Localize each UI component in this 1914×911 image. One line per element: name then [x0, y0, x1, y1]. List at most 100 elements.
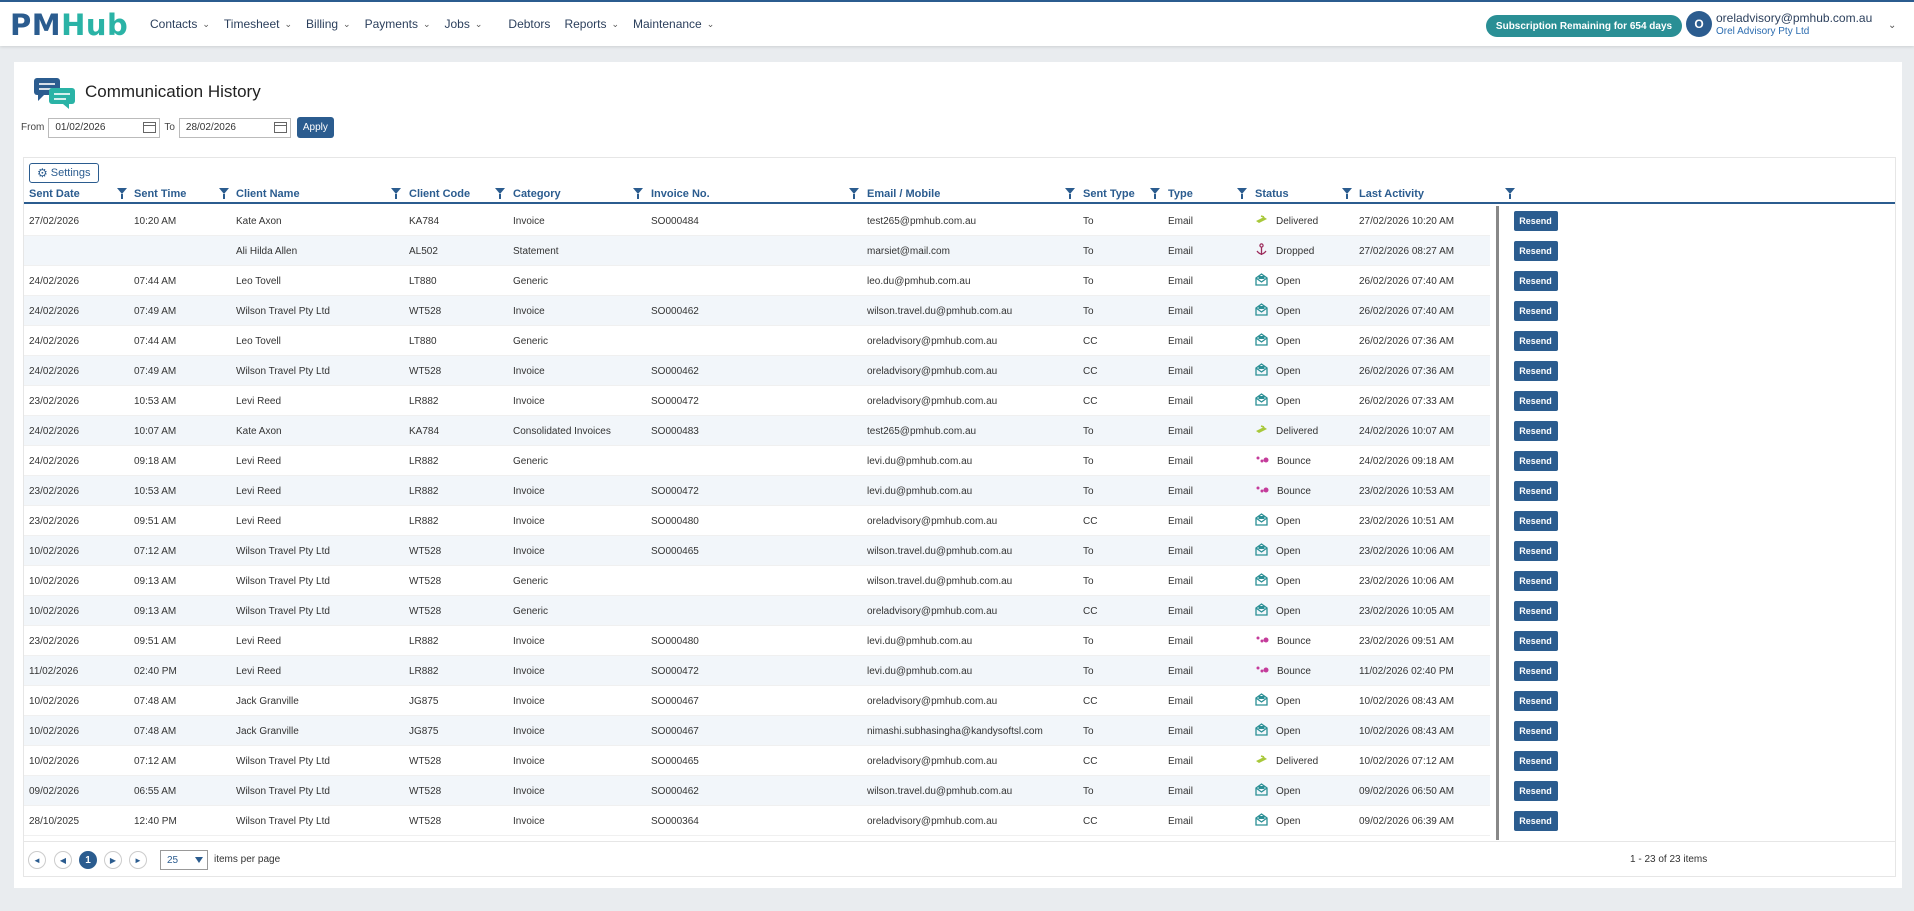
- nav-maintenance[interactable]: Maintenance ⌄: [633, 17, 714, 31]
- nav-reports[interactable]: Reports ⌄: [564, 17, 619, 31]
- filter-icon[interactable]: [495, 188, 505, 199]
- table-row[interactable]: 10/02/2026 07:12 AM Wilson Travel Pty Ltd W…: [24, 746, 1490, 776]
- table-row[interactable]: 24/02/2026 07:44 AM Leo Tovell LT880 Generic…: [24, 266, 1490, 296]
- resend-button[interactable]: Resend: [1513, 211, 1558, 231]
- first-page-icon[interactable]: ◄: [28, 851, 46, 869]
- table-row[interactable]: Ali Hilda Allen AL502 Statement marsiet@mai…: [24, 236, 1490, 266]
- column-header[interactable]: Category: [513, 188, 561, 200]
- apply-button[interactable]: Apply: [296, 117, 334, 138]
- table-row[interactable]: 23/02/2026 10:53 AM Levi Reed LR882 Invoice S…: [24, 476, 1490, 506]
- resend-button[interactable]: Resend: [1513, 511, 1558, 531]
- cell-last-activity: 27/02/2026 10:20 AM: [1359, 215, 1455, 227]
- cell-client-code: JG875: [409, 695, 439, 707]
- next-page-icon[interactable]: ▶: [104, 851, 122, 869]
- resend-button[interactable]: Resend: [1513, 451, 1558, 471]
- resend-button[interactable]: Resend: [1513, 631, 1558, 651]
- column-header[interactable]: Last Activity: [1359, 188, 1425, 200]
- nav-jobs[interactable]: Jobs ⌄: [445, 17, 483, 31]
- filter-icon[interactable]: [849, 188, 859, 199]
- nav-payments[interactable]: Payments ⌄: [365, 17, 431, 31]
- filter-icon[interactable]: [117, 188, 127, 199]
- cell-client-code: JG875: [409, 725, 439, 737]
- column-header[interactable]: Client Name: [236, 188, 300, 200]
- column-header[interactable]: Email / Mobile: [867, 188, 941, 200]
- resend-button[interactable]: Resend: [1513, 781, 1558, 801]
- column-header[interactable]: Sent Time: [134, 188, 187, 200]
- page-button-current[interactable]: 1: [79, 851, 97, 869]
- table-row[interactable]: 23/02/2026 09:51 AM Levi Reed LR882 Invoice S…: [24, 506, 1490, 536]
- table-row[interactable]: 10/02/2026 09:13 AM Wilson Travel Pty Ltd W…: [24, 566, 1490, 596]
- cell-client-name: Wilson Travel Pty Ltd: [236, 785, 330, 797]
- table-row[interactable]: 24/02/2026 07:44 AM Leo Tovell LT880 Generic…: [24, 326, 1490, 356]
- table-row[interactable]: 10/02/2026 07:48 AM Jack Granville JG875 Inv…: [24, 716, 1490, 746]
- table-row[interactable]: 28/10/2025 12:40 PM Wilson Travel Pty Ltd W…: [24, 806, 1490, 836]
- resend-button[interactable]: Resend: [1513, 691, 1558, 711]
- resend-button[interactable]: Resend: [1513, 541, 1558, 561]
- settings-button[interactable]: ⚙ Settings: [29, 163, 99, 183]
- resend-button[interactable]: Resend: [1513, 361, 1558, 381]
- resend-button[interactable]: Resend: [1513, 391, 1558, 411]
- user-avatar[interactable]: O: [1686, 11, 1712, 37]
- resend-button[interactable]: Resend: [1513, 331, 1558, 351]
- filter-icon[interactable]: [1150, 188, 1160, 199]
- calendar-icon[interactable]: [143, 122, 157, 133]
- filter-icon[interactable]: [219, 188, 229, 199]
- resend-button[interactable]: Resend: [1513, 601, 1558, 621]
- delivered-icon: [1255, 754, 1268, 768]
- table-row[interactable]: 10/02/2026 09:13 AM Wilson Travel Pty Ltd W…: [24, 596, 1490, 626]
- calendar-icon[interactable]: [273, 122, 287, 133]
- table-row[interactable]: 23/02/2026 10:53 AM Levi Reed LR882 Invoice S…: [24, 386, 1490, 416]
- from-date-input[interactable]: 01/02/2026: [48, 117, 161, 138]
- filter-icon[interactable]: [1505, 188, 1515, 199]
- resend-button[interactable]: Resend: [1513, 301, 1558, 321]
- nav-billing[interactable]: Billing ⌄: [306, 17, 351, 31]
- last-page-icon[interactable]: ►: [129, 851, 147, 869]
- resend-button[interactable]: Resend: [1513, 421, 1558, 441]
- table-row[interactable]: 27/02/2026 10:20 AM Kate Axon KA784 Invoice S…: [24, 206, 1490, 236]
- nav-debtors[interactable]: Debtors: [508, 17, 550, 31]
- column-header[interactable]: Client Code: [409, 188, 471, 200]
- nav-timesheet[interactable]: Timesheet ⌄: [224, 17, 292, 31]
- filter-icon[interactable]: [1065, 188, 1075, 199]
- table-row[interactable]: 24/02/2026 07:49 AM Wilson Travel Pty Ltd W…: [24, 296, 1490, 326]
- resend-button[interactable]: Resend: [1513, 241, 1558, 261]
- to-date-input[interactable]: 28/02/2026: [178, 117, 291, 138]
- column-header[interactable]: Type: [1168, 188, 1193, 200]
- table-row[interactable]: 10/02/2026 07:48 AM Jack Granville JG875 Inv…: [24, 686, 1490, 716]
- user-email[interactable]: oreladvisory@pmhub.com.au: [1716, 11, 1873, 25]
- page-size-select[interactable]: 25: [160, 850, 208, 870]
- table-row[interactable]: 24/02/2026 10:07 AM Kate Axon KA784 Consolid…: [24, 416, 1490, 446]
- app-logo[interactable]: PMHub: [10, 8, 128, 42]
- cell-email-mobile: oreladvisory@pmhub.com.au: [867, 365, 998, 377]
- filter-icon[interactable]: [1237, 188, 1247, 199]
- resend-button[interactable]: Resend: [1513, 721, 1558, 741]
- nav-contacts[interactable]: Contacts ⌄: [150, 17, 210, 31]
- resend-button[interactable]: Resend: [1513, 271, 1558, 291]
- table-row[interactable]: 11/02/2026 02:40 PM Levi Reed LR882 Invoice S…: [24, 656, 1490, 686]
- table-row[interactable]: 10/02/2026 07:12 AM Wilson Travel Pty Ltd W…: [24, 536, 1490, 566]
- prev-page-icon[interactable]: ◀: [54, 851, 72, 869]
- resend-button[interactable]: Resend: [1513, 751, 1558, 771]
- filter-icon[interactable]: [391, 188, 401, 199]
- column-header[interactable]: Sent Type: [1083, 188, 1135, 200]
- column-header[interactable]: Invoice No.: [651, 188, 710, 200]
- cell-sent-type: To: [1083, 485, 1094, 497]
- column-header[interactable]: Status: [1255, 188, 1289, 200]
- resend-button[interactable]: Resend: [1513, 661, 1558, 681]
- table-row[interactable]: 24/02/2026 09:18 AM Levi Reed LR882 Generic l…: [24, 446, 1490, 476]
- table-row[interactable]: 23/02/2026 09:51 AM Levi Reed LR882 Invoice S…: [24, 626, 1490, 656]
- cell-sent-type: To: [1083, 545, 1094, 557]
- table-row[interactable]: 09/02/2026 06:55 AM Wilson Travel Pty Ltd W…: [24, 776, 1490, 806]
- resend-button[interactable]: Resend: [1513, 481, 1558, 501]
- cell-invoice-no: SO000467: [651, 695, 699, 707]
- table-row[interactable]: 24/02/2026 07:49 AM Wilson Travel Pty Ltd W…: [24, 356, 1490, 386]
- filter-icon[interactable]: [633, 188, 643, 199]
- cell-client-code: LR882: [409, 485, 439, 497]
- filter-icon[interactable]: [1342, 188, 1352, 199]
- resend-button[interactable]: Resend: [1513, 571, 1558, 591]
- user-menu-chevron-icon[interactable]: ⌄: [1888, 20, 1897, 31]
- user-company[interactable]: Orel Advisory Pty Ltd: [1716, 26, 1810, 37]
- resend-button[interactable]: Resend: [1513, 811, 1558, 831]
- column-header[interactable]: Sent Date: [29, 188, 80, 200]
- cell-status: Open: [1255, 716, 1300, 746]
